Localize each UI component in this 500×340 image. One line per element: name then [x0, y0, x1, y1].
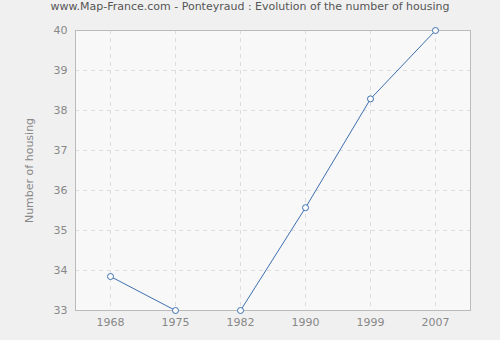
svg-text:39: 39: [54, 64, 68, 77]
svg-text:1968: 1968: [97, 316, 125, 329]
svg-text:1990: 1990: [292, 316, 320, 329]
html-text:www.Map-France.com - Ponteyrau: www.Map-France.com - Ponteyraud : Evolut…: [50, 0, 450, 13]
svg-text:2007: 2007: [422, 316, 450, 329]
svg-text:Number of housing: Number of housing: [23, 118, 36, 223]
svg-text:1982: 1982: [227, 316, 255, 329]
svg-text:33: 33: [54, 304, 68, 317]
svg-text:35: 35: [54, 224, 68, 237]
svg-text:1975: 1975: [162, 316, 190, 329]
svg-text:38: 38: [54, 104, 68, 117]
svg-text:1999: 1999: [357, 316, 385, 329]
svg-text:34: 34: [54, 264, 68, 277]
svg-text:36: 36: [54, 184, 68, 197]
svg-text:40: 40: [54, 24, 68, 37]
svg-text:37: 37: [54, 144, 68, 157]
